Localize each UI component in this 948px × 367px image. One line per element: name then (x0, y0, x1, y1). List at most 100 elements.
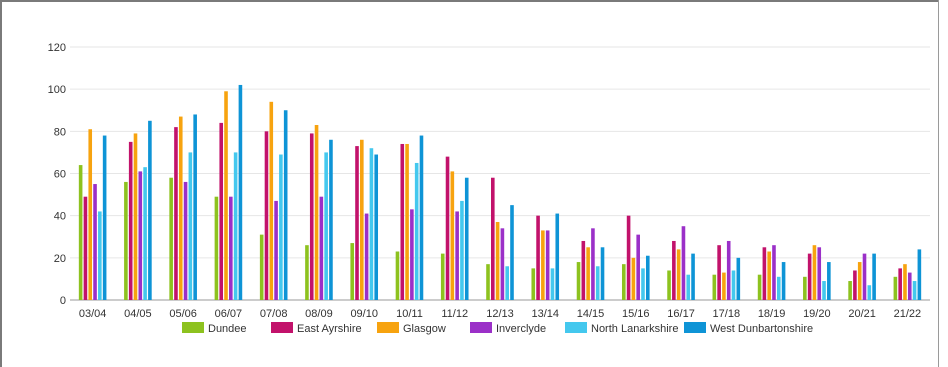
bar[interactable] (279, 154, 283, 300)
legend-item[interactable]: Dundee (182, 322, 247, 335)
bar[interactable] (450, 171, 455, 300)
bar[interactable] (124, 181, 128, 300)
bar[interactable] (545, 230, 550, 300)
bar[interactable] (600, 247, 605, 300)
bar[interactable] (917, 249, 922, 300)
bar[interactable] (822, 281, 826, 300)
bar[interactable] (691, 253, 695, 300)
bar[interactable] (229, 196, 233, 300)
bar[interactable] (767, 251, 771, 300)
bar[interactable] (626, 215, 631, 300)
bar[interactable] (309, 133, 314, 300)
bar[interactable] (178, 116, 183, 300)
bar[interactable] (862, 253, 867, 300)
bar[interactable] (667, 270, 671, 300)
bar[interactable] (853, 270, 857, 300)
bar[interactable] (233, 152, 238, 300)
bar[interactable] (762, 247, 767, 300)
bar[interactable] (857, 262, 862, 300)
legend-item[interactable]: North Lanarkshire (565, 322, 678, 335)
bar[interactable] (672, 240, 676, 300)
legend-item[interactable]: East Ayrshire (271, 322, 362, 335)
bar[interactable] (224, 91, 228, 301)
bar[interactable] (464, 177, 469, 300)
bar[interactable] (445, 156, 450, 300)
bar[interactable] (893, 276, 898, 300)
bar[interactable] (133, 133, 138, 300)
bar[interactable] (329, 139, 333, 300)
bar[interactable] (636, 234, 640, 300)
bar[interactable] (274, 200, 278, 300)
bar[interactable] (78, 165, 83, 300)
bar[interactable] (903, 264, 907, 300)
bar[interactable] (419, 135, 424, 300)
bar[interactable] (410, 209, 414, 300)
bar[interactable] (772, 245, 776, 300)
bar[interactable] (581, 240, 586, 300)
bar[interactable] (83, 196, 88, 300)
bar[interactable] (174, 127, 178, 300)
bar[interactable] (269, 101, 274, 300)
bar[interactable] (143, 167, 147, 300)
bar[interactable] (93, 184, 97, 300)
bar[interactable] (414, 162, 419, 300)
bar[interactable] (898, 268, 902, 300)
bar[interactable] (305, 245, 309, 300)
bar[interactable] (500, 228, 505, 300)
bar[interactable] (138, 171, 143, 300)
bar[interactable] (319, 196, 324, 300)
bar[interactable] (455, 211, 459, 300)
bar[interactable] (183, 181, 188, 300)
bar[interactable] (757, 274, 762, 300)
bar[interactable] (314, 125, 319, 300)
bar[interactable] (536, 215, 540, 300)
bar[interactable] (550, 268, 555, 300)
bar[interactable] (148, 120, 152, 301)
bar[interactable] (817, 247, 822, 300)
bar[interactable] (621, 264, 626, 300)
bar[interactable] (505, 266, 509, 300)
bar[interactable] (360, 139, 364, 300)
bar[interactable] (491, 177, 495, 300)
bar[interactable] (369, 148, 374, 300)
bar[interactable] (681, 226, 686, 300)
bar[interactable] (591, 228, 595, 300)
bar[interactable] (264, 131, 269, 300)
bar[interactable] (781, 262, 786, 300)
bar[interactable] (912, 281, 917, 300)
bar[interactable] (595, 266, 600, 300)
bar[interactable] (827, 262, 831, 300)
legend-item[interactable]: Glasgow (377, 322, 446, 335)
bar[interactable] (214, 196, 219, 300)
bar[interactable] (586, 247, 590, 300)
bar[interactable] (440, 253, 445, 300)
bar[interactable] (364, 213, 369, 300)
bar[interactable] (555, 213, 560, 300)
bar[interactable] (726, 240, 731, 300)
bar[interactable] (731, 270, 736, 300)
bar[interactable] (717, 245, 721, 300)
bar[interactable] (803, 276, 807, 300)
bar[interactable] (531, 268, 536, 300)
bar[interactable] (495, 221, 500, 300)
bar[interactable] (259, 234, 264, 300)
bar[interactable] (219, 122, 224, 301)
bar[interactable] (867, 285, 872, 300)
bar[interactable] (576, 262, 581, 300)
bar[interactable] (188, 152, 193, 300)
bar[interactable] (400, 143, 405, 300)
bar[interactable] (355, 146, 359, 300)
bar[interactable] (645, 255, 650, 300)
bar[interactable] (686, 274, 691, 300)
bar[interactable] (350, 243, 355, 300)
bar[interactable] (676, 249, 681, 300)
bar[interactable] (238, 84, 243, 300)
bar[interactable] (712, 274, 717, 300)
bar[interactable] (510, 205, 514, 300)
bar[interactable] (98, 211, 102, 300)
bar[interactable] (812, 245, 817, 300)
bar[interactable] (374, 154, 379, 300)
bar[interactable] (102, 135, 107, 300)
bar[interactable] (736, 257, 741, 300)
legend-item[interactable]: Inverclyde (470, 322, 546, 335)
